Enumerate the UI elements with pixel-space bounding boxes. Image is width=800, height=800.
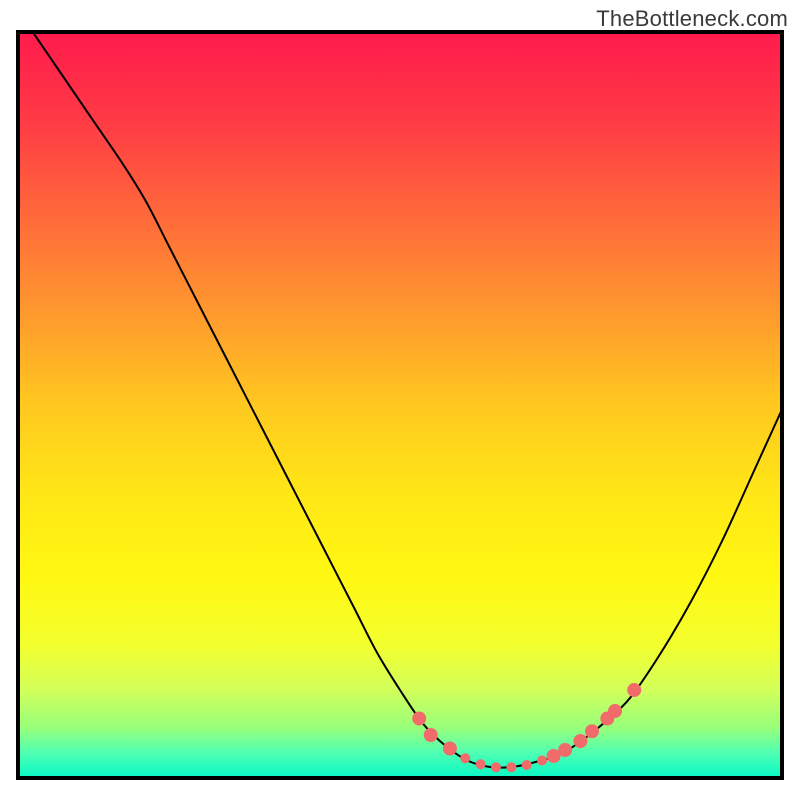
data-marker — [558, 743, 572, 757]
data-marker — [522, 760, 532, 770]
data-marker — [627, 683, 641, 697]
chart-background — [16, 30, 784, 780]
data-marker — [424, 728, 438, 742]
data-marker — [608, 704, 622, 718]
chart-svg — [16, 30, 784, 780]
data-marker — [506, 762, 516, 772]
data-marker — [491, 762, 501, 772]
data-marker — [537, 756, 547, 766]
data-marker — [573, 734, 587, 748]
data-marker — [585, 724, 599, 738]
data-marker — [443, 742, 457, 756]
data-marker — [476, 759, 486, 769]
watermark: TheBottleneck.com — [596, 6, 788, 32]
bottleneck-chart — [16, 30, 784, 780]
data-marker — [412, 712, 426, 726]
data-marker — [460, 753, 470, 763]
